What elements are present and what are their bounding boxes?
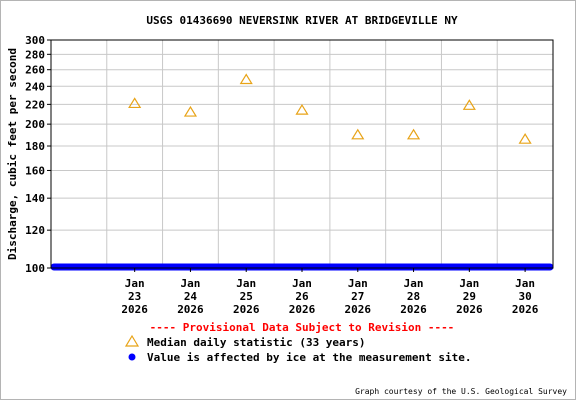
- provisional-note: ---- Provisional Data Subject to Revisio…: [150, 321, 455, 334]
- median-point: [351, 128, 365, 140]
- median-point: [128, 97, 142, 109]
- plot-area: [50, 39, 554, 269]
- x-tick-label: Jan: [404, 277, 424, 290]
- x-tick-label: 28: [407, 290, 420, 303]
- median-point: [518, 133, 532, 144]
- usgs-credit: Graph courtesy of the U.S. Geological Su…: [355, 387, 567, 396]
- legend-ice-dot-icon: [128, 353, 136, 361]
- y-tick-label: 200: [25, 118, 45, 131]
- x-tick-label: 23: [128, 290, 141, 303]
- x-tick-label: Jan: [459, 277, 479, 290]
- y-tick-label: 100: [25, 262, 45, 275]
- x-tick-label: Jan: [515, 277, 535, 290]
- axis-ticks: 100120140160180200220240260280300Jan2320…: [25, 34, 539, 316]
- x-tick-label: 2026: [289, 303, 316, 316]
- data-marks: [50, 73, 554, 271]
- x-tick-label: 2026: [121, 303, 148, 316]
- y-tick-label: 140: [25, 192, 45, 205]
- median-point: [239, 73, 253, 85]
- x-tick-label: 27: [351, 290, 364, 303]
- median-point: [462, 99, 476, 110]
- legend-median-label: Median daily statistic (33 years): [147, 336, 366, 349]
- y-tick-label: 120: [25, 224, 45, 237]
- x-tick-label: Jan: [348, 277, 368, 290]
- x-tick-label: 26: [295, 290, 309, 303]
- x-tick-label: Jan: [292, 277, 312, 290]
- y-tick-label: 160: [25, 164, 45, 177]
- y-tick-label: 180: [25, 140, 45, 153]
- y-tick-label: 260: [25, 64, 45, 77]
- legend: Median daily statistic (33 years) Value …: [124, 334, 472, 364]
- x-tick-label: Jan: [236, 277, 256, 290]
- x-tick-label: Jan: [181, 277, 201, 290]
- x-tick-label: Jan: [125, 277, 145, 290]
- median-point: [295, 103, 309, 115]
- x-tick-label: 2026: [512, 303, 539, 316]
- x-tick-label: 2026: [456, 303, 483, 316]
- y-tick-label: 300: [25, 34, 45, 47]
- x-tick-label: 2026: [177, 303, 204, 316]
- y-tick-label: 240: [25, 80, 45, 93]
- legend-ice-label: Value is affected by ice at the measurem…: [147, 351, 472, 364]
- x-tick-label: 25: [240, 290, 253, 303]
- legend-median-triangle-icon: [124, 334, 140, 347]
- x-tick-label: 2026: [400, 303, 427, 316]
- median-point: [406, 128, 421, 140]
- x-tick-label: 2026: [345, 303, 372, 316]
- median-point: [183, 105, 198, 117]
- chart-title: USGS 01436690 NEVERSINK RIVER AT BRIDGEV…: [146, 14, 458, 27]
- y-axis-label: Discharge, cubic feet per second: [6, 48, 19, 260]
- x-tick-label: 30: [518, 290, 531, 303]
- x-tick-label: 29: [463, 290, 476, 303]
- x-tick-label: 2026: [233, 303, 260, 316]
- y-tick-label: 280: [25, 48, 45, 61]
- y-tick-label: 220: [25, 98, 45, 111]
- x-tick-label: 24: [184, 290, 198, 303]
- grid: [51, 39, 553, 269]
